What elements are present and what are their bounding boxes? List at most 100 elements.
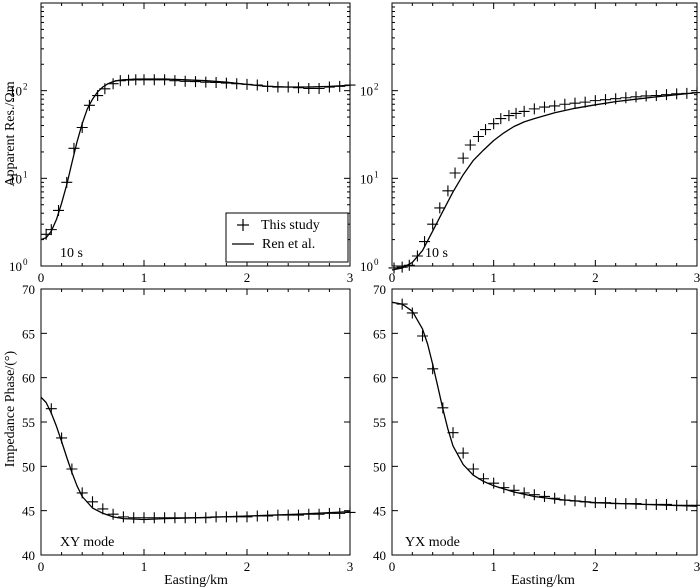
y-tick-exponent-tl: 0 — [23, 257, 28, 267]
panels: 0 1 2 310 010 110 20 1 2 310 010 110 20 1 2 34045505560… — [9, 2, 700, 574]
y-tick-label-bl: 65 — [22, 326, 35, 341]
panel-label-br: YX mode — [405, 535, 460, 550]
data-point-bl — [117, 511, 129, 523]
x-tick-label-tr: 1 — [490, 270, 497, 285]
data-point-tr — [457, 152, 469, 164]
y-tick-label-tl: 10 — [9, 84, 22, 99]
data-point-bl — [148, 512, 160, 524]
data-point-tr — [579, 96, 591, 108]
data-point-tr — [610, 93, 622, 105]
y-tick-exponent-tl: 2 — [23, 82, 28, 92]
x-tick-label-tr: 2 — [592, 270, 599, 285]
data-point-tr — [549, 100, 561, 112]
legend-box — [225, 212, 349, 263]
y-tick-label-br: 40 — [373, 548, 386, 563]
x-tick-label-br: 0 — [389, 559, 396, 574]
data-point-bl — [313, 508, 325, 520]
data-point-tr — [528, 103, 540, 115]
y-tick-label-br: 45 — [373, 504, 386, 519]
y-tick-label-tr: 10 — [360, 259, 373, 274]
y-tick-label-br: 65 — [373, 326, 386, 341]
y-tick-label-bl: 55 — [22, 415, 35, 430]
data-point-tr — [503, 110, 515, 122]
x-tick-label-bl: 2 — [244, 559, 251, 574]
x-axis-label-right: Easting/km — [511, 573, 575, 588]
data-point-br — [417, 330, 428, 342]
x-tick-label-br: 3 — [694, 559, 700, 574]
y-tick-exponent-tr: 2 — [374, 82, 379, 92]
data-point-tr — [464, 139, 476, 151]
data-point-tr — [434, 202, 446, 214]
data-point-tr — [480, 124, 492, 136]
data-point-tr — [396, 261, 408, 273]
legend: This study Ren et al. — [225, 212, 349, 263]
data-point-tl — [169, 75, 181, 87]
data-point-tr — [650, 90, 662, 102]
legend-label-this-study: This study — [261, 218, 320, 233]
data-point-tr — [495, 113, 507, 125]
data-point-tl — [210, 76, 222, 88]
x-tick-label-tl: 1 — [141, 270, 148, 285]
panel-label-tl: 10 s — [60, 246, 83, 261]
data-point-tr — [388, 262, 400, 274]
x-tick-label-tr: 3 — [694, 270, 700, 285]
data-point-br — [528, 489, 540, 501]
data-point-tr — [403, 259, 415, 271]
plot-frame-tr — [391, 2, 698, 267]
data-point-bl — [87, 496, 98, 508]
x-tick-label-tl: 2 — [244, 270, 251, 285]
y-axis-label-top: Apparent Res./Ωm — [3, 81, 18, 186]
y-tick-label-tl: 10 — [9, 259, 22, 274]
y-tick-label-tr: 10 — [360, 171, 373, 186]
y-tick-label-bl: 70 — [22, 282, 35, 297]
y-tick-exponent-tr: 0 — [374, 257, 379, 267]
data-point-tl — [138, 74, 150, 86]
model-line-tl — [40, 78, 351, 241]
x-tick-label-bl: 1 — [141, 559, 148, 574]
data-point-tr — [630, 91, 642, 103]
data-point-bl — [293, 509, 304, 521]
y-tick-label-bl: 40 — [22, 548, 35, 563]
y-tick-label-bl: 60 — [22, 371, 35, 386]
legend-label-ren: Ren et al. — [262, 237, 315, 252]
data-point-tr — [518, 105, 530, 117]
data-point-tl — [200, 76, 212, 88]
plot-frame-tl — [40, 2, 351, 267]
data-point-br — [691, 499, 700, 511]
plot-frame-br — [391, 288, 698, 556]
data-point-tr — [419, 236, 431, 248]
x-tick-label-tr: 0 — [389, 270, 396, 285]
data-point-tr — [488, 118, 500, 130]
data-point-bl — [241, 511, 253, 523]
x-tick-label-bl: 0 — [38, 559, 45, 574]
data-point-tl — [190, 76, 201, 88]
data-point-tr — [539, 101, 550, 113]
data-point-tr — [640, 90, 652, 102]
data-point-br — [467, 463, 479, 475]
data-point-bl — [97, 503, 109, 515]
data-point-tl — [303, 82, 315, 94]
data-point-tr — [442, 185, 454, 197]
x-tick-label-tl: 0 — [38, 270, 45, 285]
data-point-bl — [107, 508, 119, 520]
data-point-bl — [159, 512, 171, 524]
data-point-br — [406, 307, 418, 319]
x-tick-label-tl: 3 — [347, 270, 354, 285]
y-tick-label-bl: 45 — [22, 504, 35, 519]
y-tick-label-br: 70 — [373, 282, 386, 297]
y-tick-label-br: 55 — [373, 415, 386, 430]
data-point-tr — [510, 107, 522, 119]
data-point-tr — [472, 131, 484, 143]
y-tick-exponent-tr: 1 — [374, 169, 379, 179]
y-tick-label-bl: 50 — [22, 459, 35, 474]
y-tick-label-br: 50 — [373, 459, 386, 474]
panel-label-bl: XY mode — [60, 535, 114, 550]
model-line-tr — [391, 91, 698, 271]
y-tick-label-tr: 10 — [360, 84, 373, 99]
data-point-tl — [293, 82, 304, 94]
data-point-br — [539, 490, 550, 502]
data-point-tl — [179, 75, 191, 87]
x-tick-label-bl: 3 — [347, 559, 354, 574]
y-tick-label-tl: 10 — [9, 171, 22, 186]
panel-label-tr: 10 s — [425, 246, 448, 261]
